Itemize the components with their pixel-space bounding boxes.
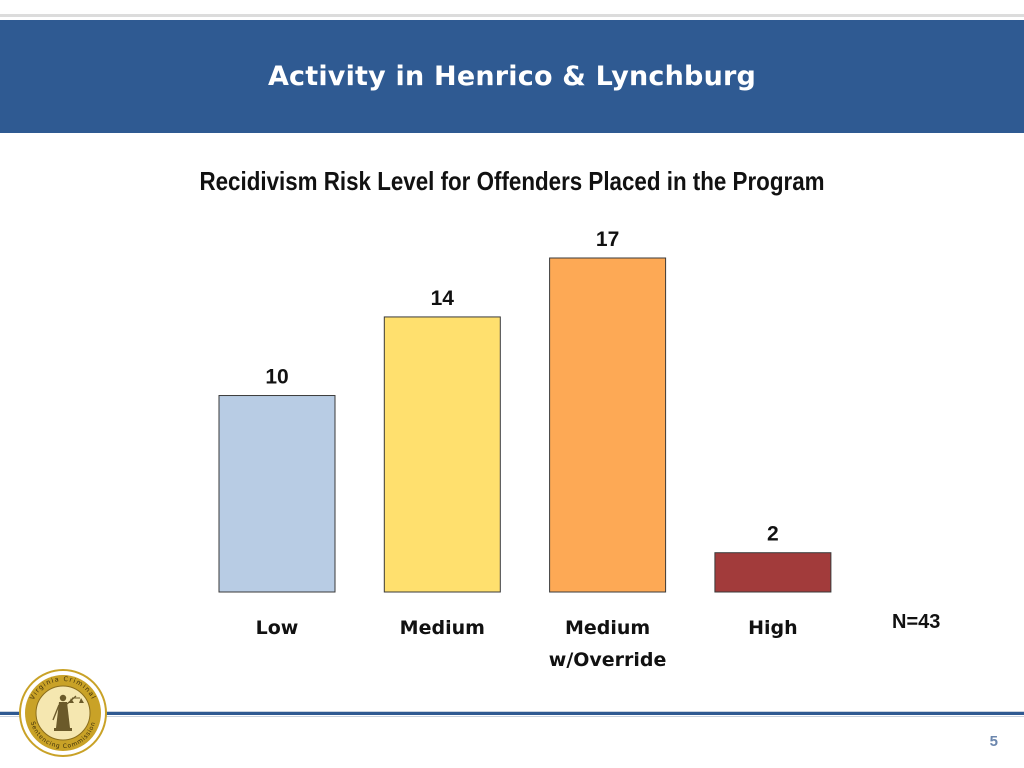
category-label-0: Low: [256, 617, 299, 639]
bar-0: [219, 396, 335, 592]
category-label-2-line-1: w/Override: [549, 649, 667, 671]
value-label-3: 2: [767, 523, 779, 546]
footer-rule-light-bottom: [0, 716, 1024, 717]
value-label-2: 17: [596, 228, 619, 251]
category-label-3: High: [748, 617, 798, 639]
sample-size-note: N=43: [892, 611, 940, 634]
bar-1: [384, 317, 500, 592]
bar-2: [550, 258, 666, 592]
footer-rule: [0, 712, 1024, 715]
value-label-1: 14: [431, 287, 455, 310]
category-label-1: Medium: [400, 617, 485, 639]
bar-chart: 10 Low 14 Medium 17 Medium w/Override 2 High: [0, 0, 1024, 700]
bar-3: [715, 553, 831, 592]
category-label-2-line-0: Medium: [565, 617, 650, 639]
value-label-0: 10: [265, 366, 288, 389]
commission-seal-logo: Virginia Criminal Sentencing Commission: [18, 668, 108, 758]
page-number: 5: [990, 733, 998, 750]
